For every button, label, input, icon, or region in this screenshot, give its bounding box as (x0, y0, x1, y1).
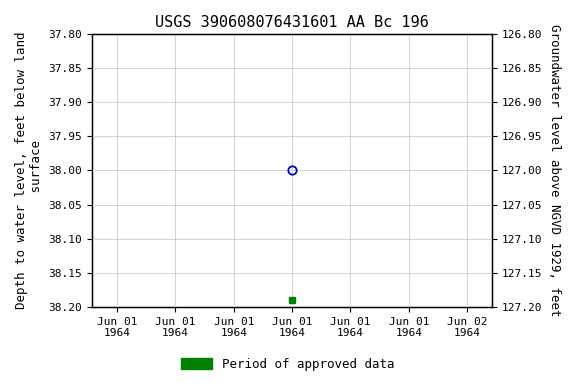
Y-axis label: Groundwater level above NGVD 1929, feet: Groundwater level above NGVD 1929, feet (548, 24, 561, 317)
Title: USGS 390608076431601 AA Bc 196: USGS 390608076431601 AA Bc 196 (156, 15, 429, 30)
Legend: Period of approved data: Period of approved data (176, 353, 400, 376)
Y-axis label: Depth to water level, feet below land
 surface: Depth to water level, feet below land su… (15, 32, 43, 309)
